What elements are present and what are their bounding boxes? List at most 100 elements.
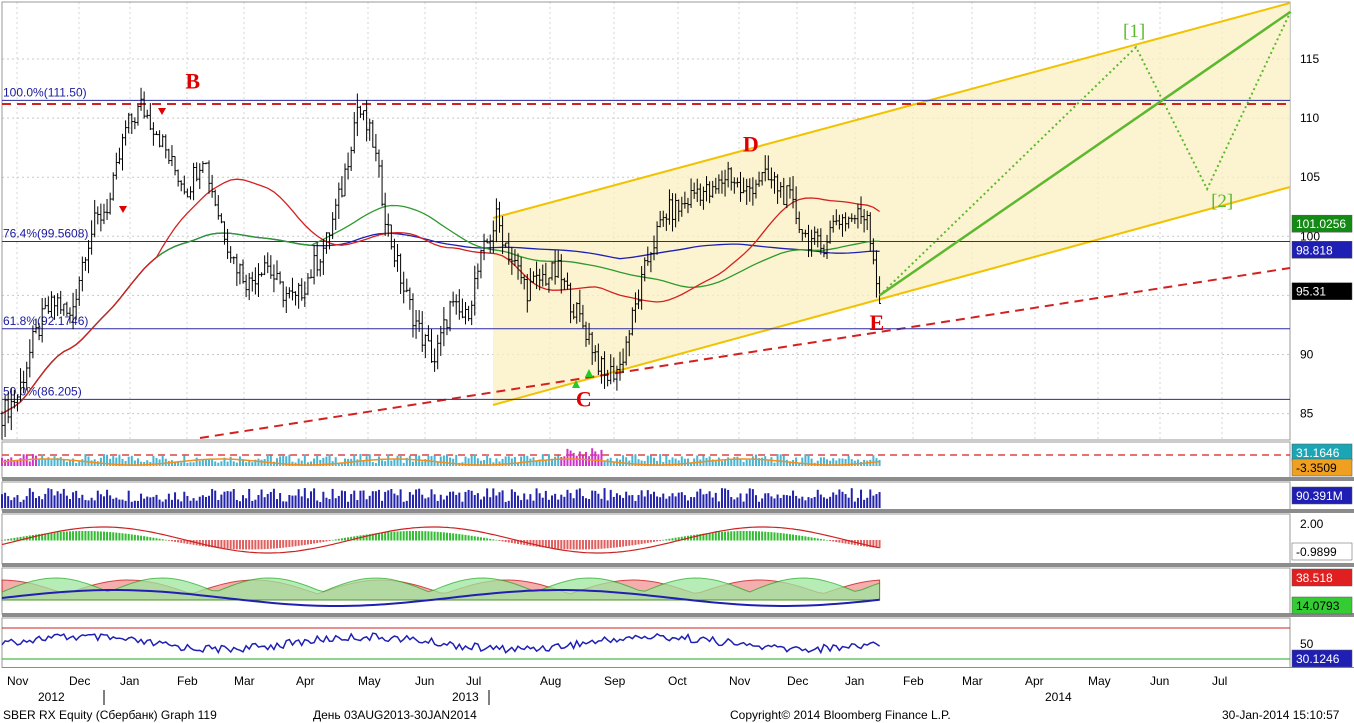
volume-bar — [507, 500, 510, 508]
macd-bar — [847, 540, 850, 545]
momentum-bar — [442, 455, 445, 466]
volume-bar — [501, 490, 504, 508]
ma-50-line — [1, 178, 880, 415]
macd-bar — [161, 539, 164, 541]
volume-bar — [106, 489, 109, 508]
macd-tick-label: 2.00 — [1300, 517, 1324, 531]
volume-bar — [841, 491, 844, 508]
momentum-bar — [467, 458, 470, 466]
volume-bar — [677, 492, 680, 508]
momentum-bar — [223, 457, 226, 466]
volume-bar — [671, 493, 674, 508]
macd-bar — [208, 540, 211, 547]
momentum-bar — [242, 459, 245, 466]
momentum-bar — [59, 457, 62, 466]
momentum-bar — [788, 461, 791, 466]
macd-bar — [102, 531, 105, 541]
macd-bar — [560, 540, 563, 549]
volume-bar — [486, 488, 489, 508]
volume-bar — [334, 498, 337, 508]
macd-bar — [529, 540, 532, 546]
momentum-bar — [717, 457, 720, 466]
macd-bar — [662, 539, 665, 541]
volume-bar — [257, 495, 260, 508]
wave-projection: [1] [2] — [878, 10, 1292, 297]
macd-bar — [263, 540, 266, 550]
momentum-bar — [62, 459, 65, 466]
volume-bar — [785, 495, 788, 508]
volume-bar — [622, 497, 625, 508]
momentum-bar — [235, 462, 238, 466]
momentum-bar — [155, 458, 158, 466]
volume-bar — [557, 499, 560, 508]
value-badges: 101.0256 98.818 95.31 31.1646-3.3509 90.391M… — [1291, 214, 1353, 668]
momentum-bar — [310, 461, 312, 466]
momentum-bar — [606, 458, 609, 466]
momentum-bar — [319, 459, 322, 466]
momentum-bar — [680, 456, 683, 466]
macd-bar — [810, 537, 813, 541]
volume-bar — [214, 490, 217, 508]
macd-bar — [659, 540, 662, 541]
volume-bar — [146, 496, 149, 508]
volume-bar — [510, 489, 513, 508]
macd-bar — [779, 533, 782, 541]
macd-bar — [325, 540, 328, 542]
buy-marker-icon — [572, 380, 580, 388]
volume-bar — [13, 497, 16, 508]
macd-bar — [656, 540, 659, 542]
momentum-bar — [402, 462, 405, 466]
momentum-bar — [300, 460, 303, 466]
momentum-bar — [779, 454, 782, 466]
volume-bar — [850, 488, 853, 508]
macd-bar — [878, 540, 881, 549]
momentum-bar — [211, 458, 214, 466]
volume-bar — [4, 492, 7, 508]
momentum-bar — [177, 461, 180, 466]
volume-bar — [578, 488, 581, 508]
momentum-bar — [65, 461, 68, 466]
volume-bar — [143, 498, 146, 508]
volume-bar — [22, 499, 25, 508]
volume-panel — [1, 481, 1291, 511]
macd-bar — [44, 533, 47, 541]
macd-bar — [381, 532, 384, 541]
momentum-bar — [192, 462, 195, 466]
volume-bar — [529, 494, 532, 508]
momentum-bar — [303, 454, 306, 466]
momentum-bar — [603, 461, 606, 466]
macd-bar — [640, 540, 643, 544]
momentum-bar — [452, 458, 455, 466]
macd-bar — [155, 538, 158, 541]
momentum-bar — [260, 459, 263, 466]
volume-bar — [748, 488, 751, 508]
volume-bar — [776, 494, 779, 508]
macd-bar — [578, 540, 581, 550]
momentum-bar — [671, 457, 674, 466]
macd-bar — [517, 540, 520, 544]
volume-bar — [869, 489, 872, 508]
momentum-bar — [393, 459, 396, 466]
macd-bar — [10, 538, 13, 541]
volume-bar — [816, 489, 819, 508]
volume-bar — [764, 493, 767, 508]
macd-bar — [300, 540, 303, 546]
momentum-bar — [523, 455, 526, 466]
volume-bar — [470, 490, 473, 508]
volume-bar — [699, 488, 702, 508]
momentum-bar — [581, 455, 584, 466]
momentum-bar — [189, 462, 192, 466]
momentum-bar — [622, 455, 625, 466]
volume-bar — [87, 500, 90, 508]
macd-bar — [680, 536, 683, 541]
volume-bar — [773, 498, 776, 508]
momentum-bar — [745, 459, 748, 466]
price-frame — [1, 1, 1291, 441]
volume-bar — [133, 500, 136, 508]
momentum-bar — [838, 458, 841, 466]
macd-bar — [822, 539, 825, 541]
volume-bar — [226, 491, 229, 508]
indicator-panels — [1, 441, 1354, 671]
volume-bar — [683, 495, 686, 508]
